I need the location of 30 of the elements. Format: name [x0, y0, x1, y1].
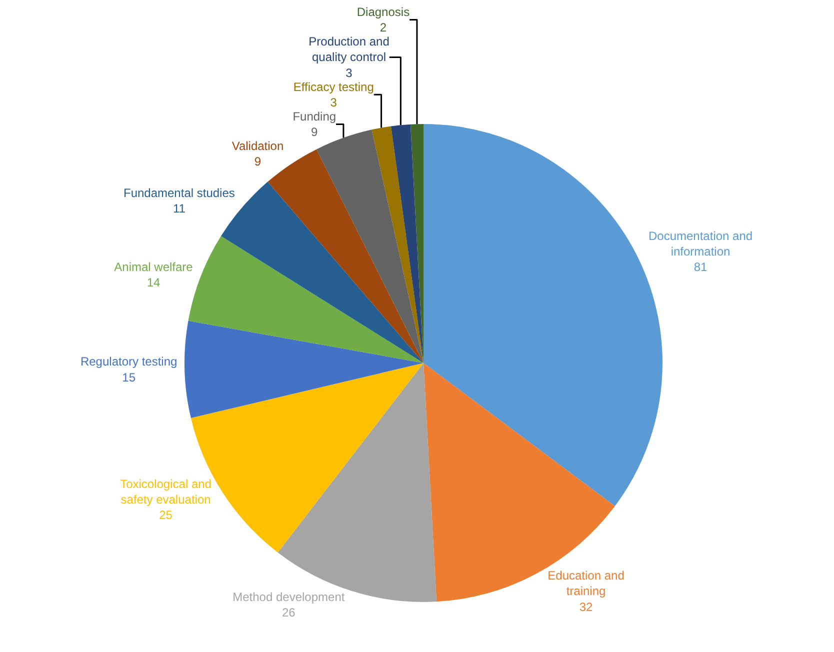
slice-label: Efficacy testing — [293, 80, 374, 94]
slice-label: Documentation and information — [648, 228, 753, 258]
data-label: 81 — [694, 260, 708, 274]
slice-label: Toxicological and safety evaluation — [120, 476, 212, 506]
slice-label: Validation — [232, 138, 284, 153]
slice-label: Regulatory testing — [80, 354, 178, 369]
data-label: 25 — [159, 508, 173, 522]
slice-label: Production and quality control — [308, 34, 390, 64]
pie-slice — [390, 124, 424, 363]
data-label: 14 — [146, 276, 160, 290]
data-label: 9 — [254, 154, 262, 169]
slice-label: Animal welfare — [114, 260, 194, 274]
pie-slice — [184, 320, 424, 418]
data-label: 2 — [380, 20, 387, 35]
data-label: 3 — [346, 66, 353, 80]
data-label: 9 — [311, 125, 318, 139]
data-label: 32 — [579, 600, 594, 614]
slice-label: Funding — [292, 109, 336, 124]
pie-slice — [372, 126, 424, 363]
pie-slice — [268, 149, 424, 363]
slice-label: Method development — [232, 590, 346, 604]
pie-slice — [316, 130, 424, 363]
slice-label: Fundamental studies — [123, 186, 235, 200]
slice-label: Diagnosis — [356, 5, 410, 19]
data-label: 11 — [172, 202, 186, 216]
data-label: 26 — [282, 606, 296, 620]
pie-slice — [278, 363, 437, 602]
slice-label: Education and training — [548, 568, 624, 598]
data-label: 3 — [330, 95, 338, 110]
data-label: 15 — [122, 370, 136, 384]
